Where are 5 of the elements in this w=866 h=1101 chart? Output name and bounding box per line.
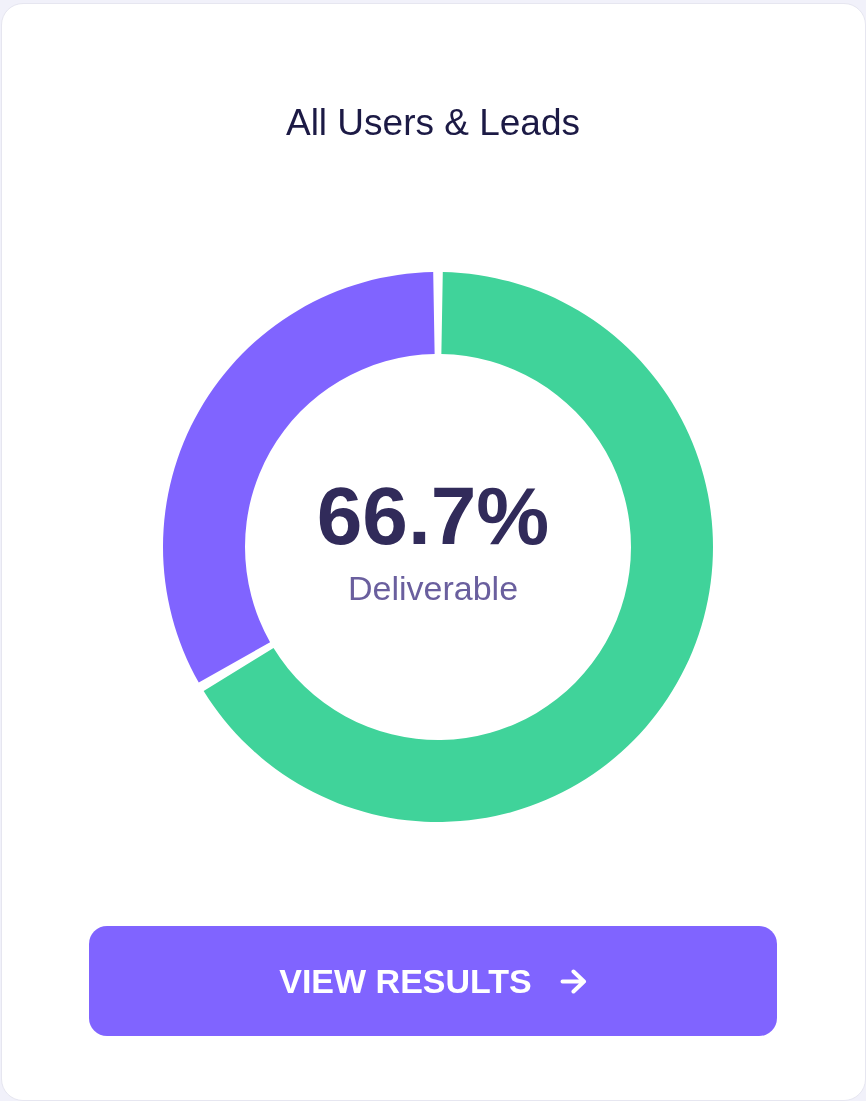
donut-slice bbox=[203, 272, 713, 822]
data-label: 66.7% bbox=[316, 470, 550, 561]
view-results-button[interactable]: VIEW RESULTS bbox=[89, 926, 777, 1036]
slice-label: Deliverable bbox=[347, 569, 519, 607]
chart-title: All Users & Leads bbox=[285, 102, 581, 143]
